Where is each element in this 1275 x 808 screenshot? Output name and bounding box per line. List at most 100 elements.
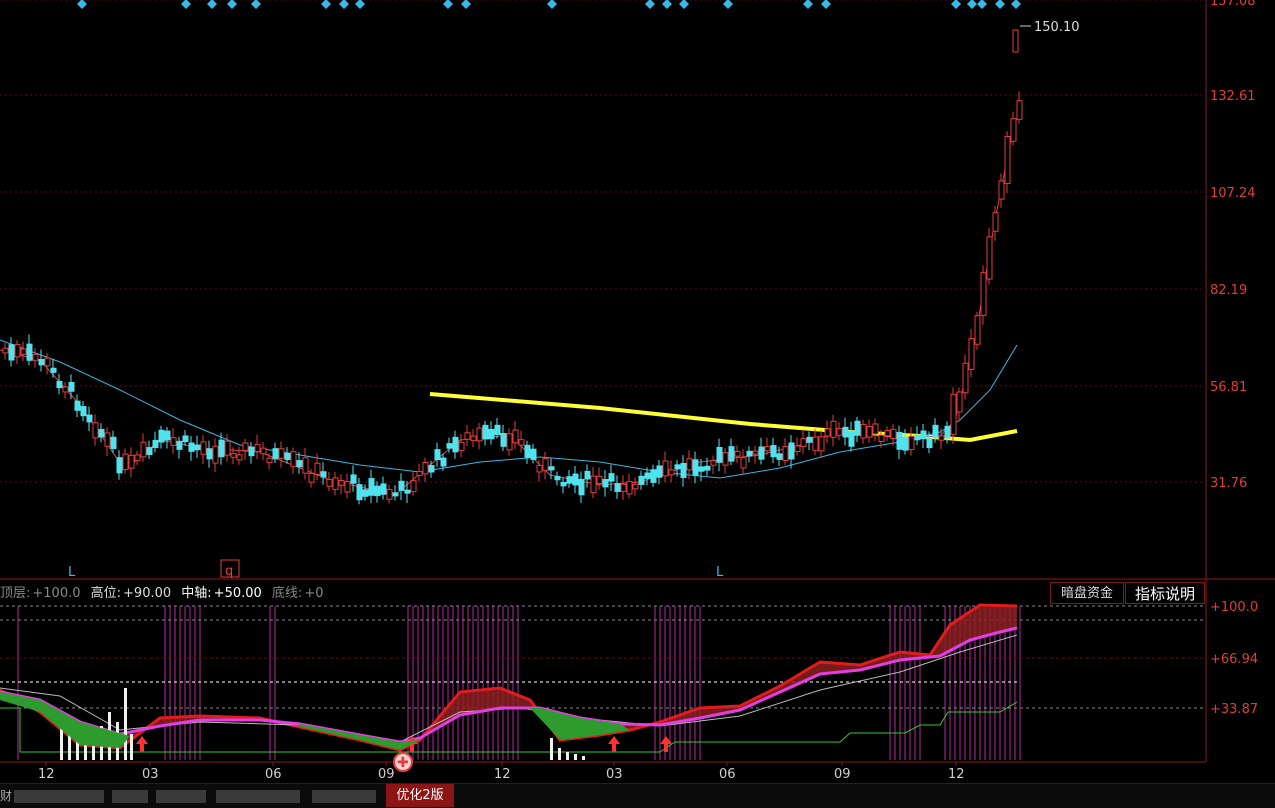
candle [482,424,489,440]
signal-diamond [977,0,987,9]
signal-diamond [723,0,733,9]
candle [812,436,819,451]
signal-diamond [321,0,331,9]
candle [254,443,261,453]
signal-diamond [821,0,831,9]
indicator-legend: 顶层: +100.0 高位: +90.00 中轴: +50.00 底线: +0 [0,585,323,601]
candle [56,380,63,389]
candle [878,434,885,443]
tab-optimized-v2[interactable]: 优化2版 [386,784,454,807]
candle [44,357,51,367]
volume-bar [76,732,79,760]
candle [398,480,405,491]
signal-diamond [355,0,365,9]
candle [548,466,555,471]
candle [536,464,543,473]
candle [638,475,645,485]
candle [170,437,177,446]
candle [818,436,825,452]
x-axis-label: 12 [948,767,965,782]
candle [230,453,237,458]
candle [158,429,165,443]
ma-slow-line [0,339,1018,479]
candle [392,492,399,497]
candle [644,472,651,479]
signal-diamond [547,0,557,9]
price-axis-label: 31.76 [1210,476,1247,491]
candle [722,452,729,466]
candle [458,441,465,451]
candle [944,425,951,439]
candle [830,420,837,438]
candle [542,457,549,471]
candle [596,475,603,484]
candle [290,451,297,468]
signal-diamonds [77,0,1021,9]
candlesticks [2,29,1023,505]
x-axis-label: 03 [142,767,159,782]
candle [860,423,867,439]
candle [278,448,285,459]
candle [1016,100,1023,120]
candle [422,462,429,475]
candle [746,450,753,457]
candle [332,477,339,490]
candle [284,452,291,461]
candle [188,442,195,452]
candle [1004,136,1011,184]
signal-diamond [645,0,655,9]
candle [14,344,21,358]
x-axis-label: 06 [719,767,736,782]
candle [272,448,279,460]
candle [428,465,435,473]
candle [566,476,573,484]
candle [950,393,957,435]
dark-fund-button[interactable]: 暗盘资金 [1050,582,1124,604]
candle [914,434,921,441]
candle [356,484,363,501]
candle [758,446,765,460]
candle [440,457,447,467]
signal-diamond [662,0,672,9]
footer-left-text: 财 [0,789,13,803]
candle [932,424,939,439]
candle [164,430,171,441]
candle [698,466,705,472]
candle [176,440,183,450]
candle [386,488,393,500]
candle [794,445,801,453]
price-axis-label: 82.19 [1210,283,1247,298]
cross-signal-icon [393,752,413,772]
candle [182,435,189,443]
volume-bar [68,730,71,760]
candle [650,469,657,483]
candle [50,367,57,373]
candle [128,454,135,469]
candle [800,438,807,447]
candle [782,445,789,462]
signal-diamond [251,0,261,9]
marker-l-1: L [68,565,76,580]
signal-diamond [967,0,977,9]
candle [926,438,933,449]
candle [956,391,963,413]
candle [602,479,609,488]
candle [194,444,201,451]
candle [242,442,249,451]
candle [674,464,681,470]
candle [614,483,621,492]
x-axis-label: 06 [265,767,282,782]
candle [308,472,315,483]
signal-diamond [77,0,87,9]
volume-bar [60,720,63,760]
candle [488,428,495,440]
candle [374,485,381,497]
candle [938,435,945,441]
signal-diamond [803,0,813,9]
candle [476,427,483,442]
candle [302,457,309,474]
indicator-explain-button[interactable]: 指标说明 [1125,582,1205,604]
footer-tabs: 财 [0,783,1275,808]
candle [692,459,699,476]
